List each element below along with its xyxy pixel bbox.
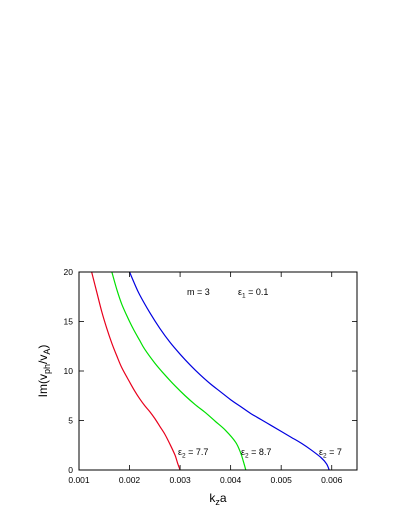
series-line-2 bbox=[111, 271, 247, 471]
x-tick-label: 0.006 bbox=[321, 475, 343, 485]
y-tick-label: 10 bbox=[64, 366, 74, 376]
series-label-1: ε2 = 7.7 bbox=[178, 447, 208, 460]
y-tick-label: 0 bbox=[68, 465, 73, 475]
series-line-1 bbox=[91, 271, 181, 471]
y-tick-label: 15 bbox=[64, 317, 74, 327]
x-axis-label: kza bbox=[209, 491, 227, 507]
series-label-3: ε2 = 7 bbox=[319, 447, 342, 460]
x-tick-label: 0.005 bbox=[271, 475, 293, 485]
series-label-2: ε2 = 8.7 bbox=[241, 447, 271, 460]
x-tick-label: 0.002 bbox=[119, 475, 141, 485]
annotation-eps1: ε1 = 0.1 bbox=[238, 287, 268, 300]
axes-layer: 0.001 0.002 0.003 0.004 0.005 0.006 0 5 10 15 20 kz… bbox=[36, 267, 358, 507]
series-line-3 bbox=[128, 271, 330, 471]
y-tick-label: 5 bbox=[68, 416, 73, 426]
x-tick-label: 0.004 bbox=[220, 475, 242, 485]
plot-layer bbox=[91, 271, 330, 471]
x-tick-label: 0.001 bbox=[68, 475, 90, 485]
annotation-m: m = 3 bbox=[187, 287, 210, 297]
y-tick-label: 20 bbox=[64, 267, 74, 277]
y-axis-label: Im(vph/vA) bbox=[36, 345, 52, 398]
x-tick-label: 0.003 bbox=[169, 475, 191, 485]
